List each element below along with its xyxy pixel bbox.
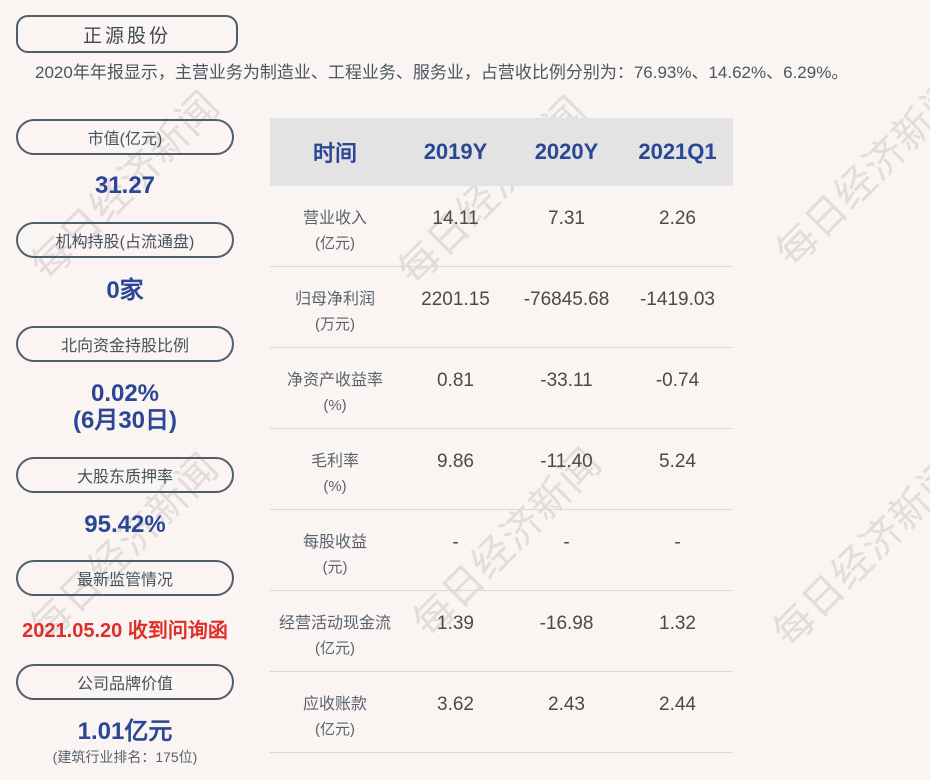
cell-value: 9.86 — [437, 451, 474, 472]
metric-label: 公司品牌价值 — [76, 676, 173, 693]
row-metric: 经营活动现金流 — [278, 615, 391, 632]
metric-label: 北向资金持股比例 — [60, 338, 189, 355]
cell-value: -76845.68 — [523, 289, 610, 310]
cell-value: 7.31 — [548, 208, 585, 229]
row-metric: 毛利率 — [310, 453, 359, 470]
metric-pill-institutional-holding: 机构持股(占流通盘) — [16, 222, 234, 258]
table-row-roe: 净资产收益率 (%) 0.81 -33.11 -0.74 — [270, 348, 733, 429]
metric-pill-market-cap: 市值(亿元) — [16, 119, 234, 155]
row-metric: 每股收益 — [302, 534, 367, 551]
cell-value: 0.81 — [437, 370, 474, 391]
table-row-eps: 每股收益 (元) - - - — [270, 510, 733, 591]
metric-value-institutional-holding: 0家 — [106, 277, 144, 304]
cell-value: 5.24 — [659, 451, 696, 472]
row-label: 应收账款 (亿元) — [270, 672, 400, 752]
row-label: 经营活动现金流 (亿元) — [270, 591, 400, 671]
metric-label: 大股东质押率 — [76, 469, 173, 486]
row-metric: 净资产收益率 — [286, 372, 383, 389]
financial-table: 时间 2019Y 2020Y 2021Q1 营业收入 (亿元) 14.11 7.… — [270, 118, 733, 753]
cell-value: 1.32 — [659, 613, 696, 634]
table-row-net-profit: 归母净利润 (万元) 2201.15 -76845.68 -1419.03 — [270, 267, 733, 348]
metric-pill-brand-value: 公司品牌价值 — [16, 664, 234, 700]
metric-pill-regulation-status: 最新监管情况 — [16, 560, 234, 596]
row-unit: (亿元) — [315, 721, 355, 738]
metric-value-market-cap: 31.27 — [94, 172, 156, 199]
metric-value-pledge-ratio: 95.42% — [84, 511, 166, 538]
cell-value: 3.62 — [437, 694, 474, 715]
table-row-revenue: 营业收入 (亿元) 14.11 7.31 2.26 — [270, 186, 733, 267]
metric-value-date: (6月30日) — [72, 407, 178, 434]
cell-value: -1419.03 — [639, 289, 715, 310]
row-metric: 营业收入 — [302, 210, 367, 227]
cell-value: - — [452, 532, 459, 553]
row-unit: (亿元) — [315, 640, 355, 657]
cell-value: - — [563, 532, 570, 553]
metric-label: 机构持股(占流通盘) — [55, 234, 195, 251]
row-label: 营业收入 (亿元) — [270, 186, 400, 266]
metric-value: 0.02% — [90, 380, 160, 407]
row-label: 归母净利润 (万元) — [270, 267, 400, 347]
metric-pill-northbound-holding: 北向资金持股比例 — [16, 326, 234, 362]
cell-value: 2.43 — [548, 694, 585, 715]
metric-label: 市值(亿元) — [87, 131, 163, 148]
company-name: 正源股份 — [82, 25, 171, 47]
cell-value: -33.11 — [540, 370, 593, 391]
row-unit: (%) — [323, 478, 347, 495]
cell-value: 14.11 — [432, 208, 479, 229]
row-unit: (%) — [323, 397, 347, 414]
metric-value-northbound-holding: 0.02% (6月30日) — [0, 380, 250, 434]
watermark: 每日经济新闻 — [768, 70, 930, 276]
cell-value: 2.44 — [659, 694, 696, 715]
column-header-2019y: 2019Y — [423, 139, 488, 164]
row-unit: (元) — [322, 559, 348, 576]
row-label: 毛利率 (%) — [270, 429, 400, 509]
row-unit: (亿元) — [315, 235, 355, 252]
cell-value: - — [674, 532, 681, 553]
cell-value: 2.26 — [659, 208, 696, 229]
table-row-accounts-receivable: 应收账款 (亿元) 3.62 2.43 2.44 — [270, 672, 733, 753]
metric-pill-pledge-ratio: 大股东质押率 — [16, 457, 234, 493]
column-header-time: 时间 — [312, 141, 357, 166]
cell-value: -0.74 — [655, 370, 700, 391]
watermark: 每日经济新闻 — [765, 450, 930, 656]
table-row-gross-margin: 毛利率 (%) 9.86 -11.40 5.24 — [270, 429, 733, 510]
company-name-box: 正源股份 — [16, 15, 238, 53]
row-metric: 应收账款 — [302, 696, 367, 713]
row-metric: 归母净利润 — [294, 291, 375, 308]
row-label: 每股收益 (元) — [270, 510, 400, 590]
row-label: 净资产收益率 (%) — [270, 348, 400, 428]
column-header-2021q1: 2021Q1 — [638, 139, 717, 164]
metric-label: 最新监管情况 — [76, 572, 173, 589]
company-description: 2020年年报显示，主营业务为制造业、工程业务、服务业，占营收比例分别为：76.… — [35, 63, 849, 82]
cell-value: 2201.15 — [421, 289, 490, 310]
cell-value: -11.40 — [540, 451, 593, 472]
row-unit: (万元) — [315, 316, 355, 333]
table-row-operating-cash-flow: 经营活动现金流 (亿元) 1.39 -16.98 1.32 — [270, 591, 733, 672]
column-header-2020y: 2020Y — [534, 139, 599, 164]
cell-value: 1.39 — [437, 613, 474, 634]
metric-value-regulation-status: 2021.05.20 收到问询函 — [22, 620, 228, 642]
metric-value-brand-value: 1.01亿元 — [77, 718, 173, 745]
cell-value: -16.98 — [539, 613, 594, 634]
metric-value-brand-rank: (建筑行业排名：175位) — [52, 749, 198, 765]
table-header-row: 时间 2019Y 2020Y 2021Q1 — [270, 118, 733, 186]
